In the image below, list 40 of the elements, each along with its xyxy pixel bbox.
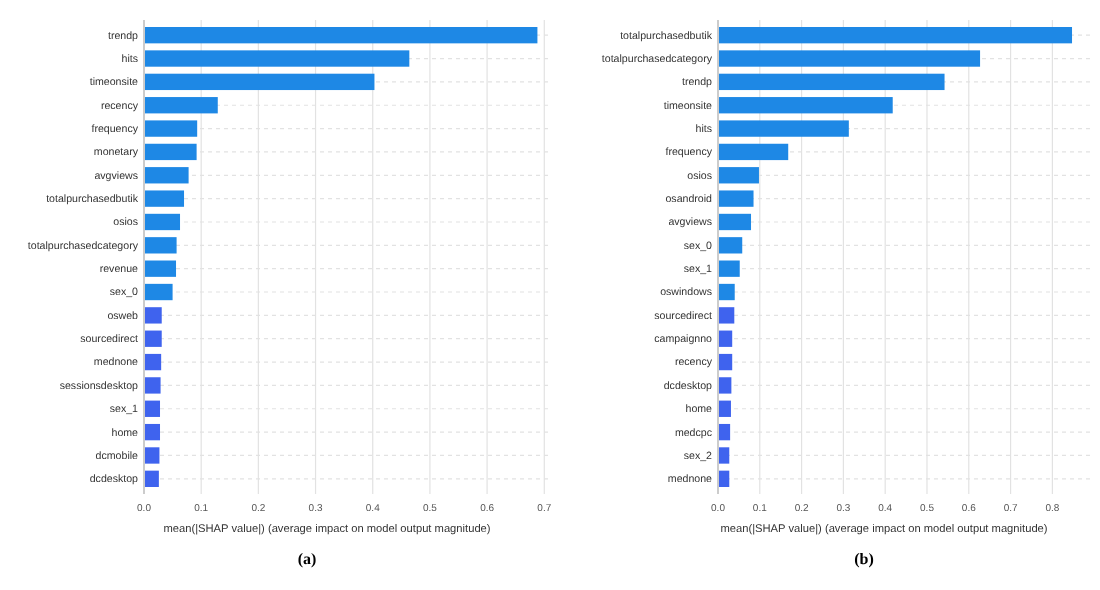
bar bbox=[144, 377, 161, 394]
bar bbox=[144, 330, 162, 347]
bar bbox=[718, 167, 759, 184]
bar bbox=[144, 190, 185, 207]
bar bbox=[144, 283, 173, 301]
bar bbox=[718, 330, 733, 347]
text: (b) bbox=[854, 550, 875, 568]
bar bbox=[718, 213, 752, 231]
bar bbox=[144, 167, 189, 184]
bar bbox=[144, 423, 161, 441]
bar bbox=[718, 283, 735, 301]
text: (a) bbox=[297, 550, 317, 568]
bar bbox=[144, 260, 177, 277]
bar bbox=[144, 400, 161, 417]
bar bbox=[144, 27, 538, 44]
bar bbox=[144, 237, 177, 254]
bar bbox=[144, 307, 162, 324]
bar bbox=[144, 447, 160, 464]
bar bbox=[718, 120, 849, 137]
bar bbox=[144, 73, 375, 91]
bar bbox=[144, 50, 410, 67]
bar bbox=[718, 400, 731, 417]
bar bbox=[718, 377, 732, 394]
bar bbox=[144, 213, 181, 231]
bar bbox=[718, 190, 754, 207]
bar bbox=[718, 237, 743, 254]
bar bbox=[718, 260, 740, 277]
bar bbox=[144, 470, 159, 487]
bar bbox=[718, 447, 730, 464]
bar bbox=[718, 307, 735, 324]
bar bbox=[718, 27, 1073, 44]
bar bbox=[144, 353, 162, 371]
bar bbox=[144, 97, 218, 114]
bar bbox=[144, 120, 198, 137]
bar bbox=[718, 353, 733, 371]
bar bbox=[718, 143, 789, 161]
bar bbox=[144, 143, 197, 161]
bar bbox=[718, 50, 981, 67]
bar bbox=[718, 73, 945, 91]
bar bbox=[718, 97, 893, 114]
